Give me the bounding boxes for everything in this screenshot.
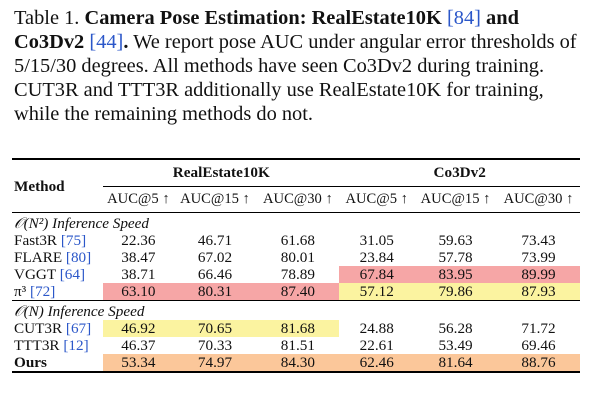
column-header: AUC@15 ↑	[420, 191, 491, 207]
metric-cell: 56.28	[438, 320, 473, 337]
table-caption: Table 1. Camera Pose Estimation: RealEst…	[14, 6, 579, 126]
method-name: VGGT [64]	[12, 266, 103, 283]
metric-cell: 24.88	[359, 320, 394, 337]
section-title: 𝒪(N²) Inference Speed	[14, 215, 149, 232]
metric-cell: 74.97	[173, 354, 257, 372]
method-citation[interactable]: [67]	[65, 320, 92, 337]
metric-cell: 59.63	[438, 232, 473, 249]
metric-cell: 87.93	[497, 283, 580, 301]
method-label: Ours	[14, 354, 47, 371]
metric-cell: 57.12	[339, 283, 415, 301]
metric-cell: 22.61	[359, 337, 394, 354]
method-label: FLARE	[14, 249, 63, 266]
metric-cell: 80.31	[173, 283, 257, 301]
column-header: AUC@15 ↑	[180, 191, 250, 207]
metric-cell: 81.68	[256, 320, 340, 337]
method-name: TTT3R [12]	[12, 337, 103, 354]
caption-citation-co3d[interactable]: [44]	[89, 31, 124, 53]
metric-cell: 67.84	[339, 266, 415, 283]
metric-cell: 79.86	[414, 283, 497, 301]
metric-cell: 81.51	[280, 337, 315, 354]
metric-cell: 83.95	[414, 266, 497, 283]
method-label: TTT3R	[14, 337, 60, 354]
metric-cell: 71.72	[521, 320, 556, 337]
metric-cell: 70.33	[197, 337, 233, 354]
column-header: AUC@30 ↑	[262, 191, 333, 207]
metric-cell: 53.49	[438, 337, 473, 354]
method-citation[interactable]: [80]	[65, 249, 92, 266]
caption-title-b: and Co3Dv2	[14, 7, 519, 53]
metric-cell: 70.65	[173, 320, 257, 337]
metric-cell: 23.84	[359, 249, 394, 266]
table-row: π³ [72] 63.10 80.31 87.40 57.12 79.86 87.93	[12, 283, 580, 301]
method-label: VGGT	[14, 266, 56, 283]
metric-cell: 62.46	[339, 354, 415, 372]
metric-cell: 63.10	[103, 283, 174, 301]
metric-cell: 53.34	[103, 354, 174, 372]
method-header: Method	[12, 159, 104, 213]
table-row: Fast3R [75] 22.36 46.71 61.68 31.05 59.63 73.4…	[12, 232, 580, 249]
metric-cell: 57.78	[438, 249, 473, 266]
column-header: AUC@5 ↑	[345, 191, 408, 207]
metric-cell: 89.99	[497, 266, 580, 283]
method-citation[interactable]: [72]	[30, 283, 56, 300]
metric-cell: 84.30	[256, 354, 340, 372]
method-name: Fast3R [75]	[12, 232, 103, 249]
metric-cell: 61.68	[280, 232, 315, 249]
caption-title-a: Camera Pose Estimation: RealEstate10K	[84, 7, 442, 29]
metric-cell: 69.46	[521, 337, 556, 354]
metric-cell: 67.02	[197, 249, 233, 266]
table-row: Ours 53.34 74.97 84.30 62.46 81.64 88.76	[12, 354, 580, 372]
caption-label: Table 1.	[14, 7, 80, 29]
metric-cell: 80.01	[280, 249, 315, 266]
method-label: π³	[14, 283, 27, 300]
metric-cell: 81.64	[414, 354, 497, 372]
metric-cell: 31.05	[359, 232, 394, 249]
method-citation[interactable]: [64]	[59, 266, 86, 283]
method-label: CUT3R	[14, 320, 63, 337]
method-citation[interactable]: [12]	[63, 337, 89, 354]
column-header: AUC@30 ↑	[503, 191, 574, 207]
table-row: FLARE [80] 38.47 67.02 80.01 23.84 57.78 73.99	[12, 249, 580, 266]
metric-cell: 46.92	[103, 320, 174, 337]
metric-cell: 73.43	[521, 232, 556, 249]
metric-cell: 22.36	[121, 232, 156, 249]
metric-cell: 88.76	[497, 354, 580, 372]
metric-cell: 38.71	[121, 266, 156, 283]
table-row: CUT3R [67] 46.92 70.65 81.68 24.88 56.28 71.72	[12, 320, 580, 337]
group-header-co3d: Co3Dv2	[339, 159, 580, 187]
pose-results-table: Method RealEstate10K Co3Dv2 AUC@5 ↑ AUC@…	[12, 158, 580, 373]
method-name: FLARE [80]	[12, 249, 103, 266]
metric-cell: 87.40	[256, 283, 340, 301]
table-body: 𝒪(N²) Inference Speed Fast3R [75] 22.36 46.…	[12, 213, 580, 372]
method-name: π³ [72]	[12, 283, 103, 301]
method-label: Fast3R	[14, 232, 58, 249]
column-header: AUC@5 ↑	[107, 191, 170, 207]
metric-cell: 46.71	[197, 232, 233, 249]
metric-cell: 66.46	[197, 266, 233, 283]
metric-cell: 46.37	[121, 337, 156, 354]
table-row: TTT3R [12] 46.37 70.33 81.51 22.61 53.49 69.46	[12, 337, 580, 354]
metric-cell: 78.89	[280, 266, 315, 283]
section-title: 𝒪(N) Inference Speed	[12, 300, 580, 320]
caption-text: We report pose AUC under angular error t…	[14, 31, 577, 125]
method-citation[interactable]: [75]	[60, 232, 87, 249]
metric-cell: 73.99	[521, 249, 556, 266]
method-name: Ours	[12, 354, 103, 372]
table-row: VGGT [64] 38.71 66.46 78.89 67.84 83.95 89.99	[12, 266, 580, 283]
caption-citation-realestate[interactable]: [84]	[446, 7, 481, 29]
metric-cell: 38.47	[121, 249, 156, 266]
group-header-realestate: RealEstate10K	[103, 159, 340, 187]
caption-title-c: .	[123, 31, 129, 53]
method-name: CUT3R [67]	[12, 320, 103, 337]
